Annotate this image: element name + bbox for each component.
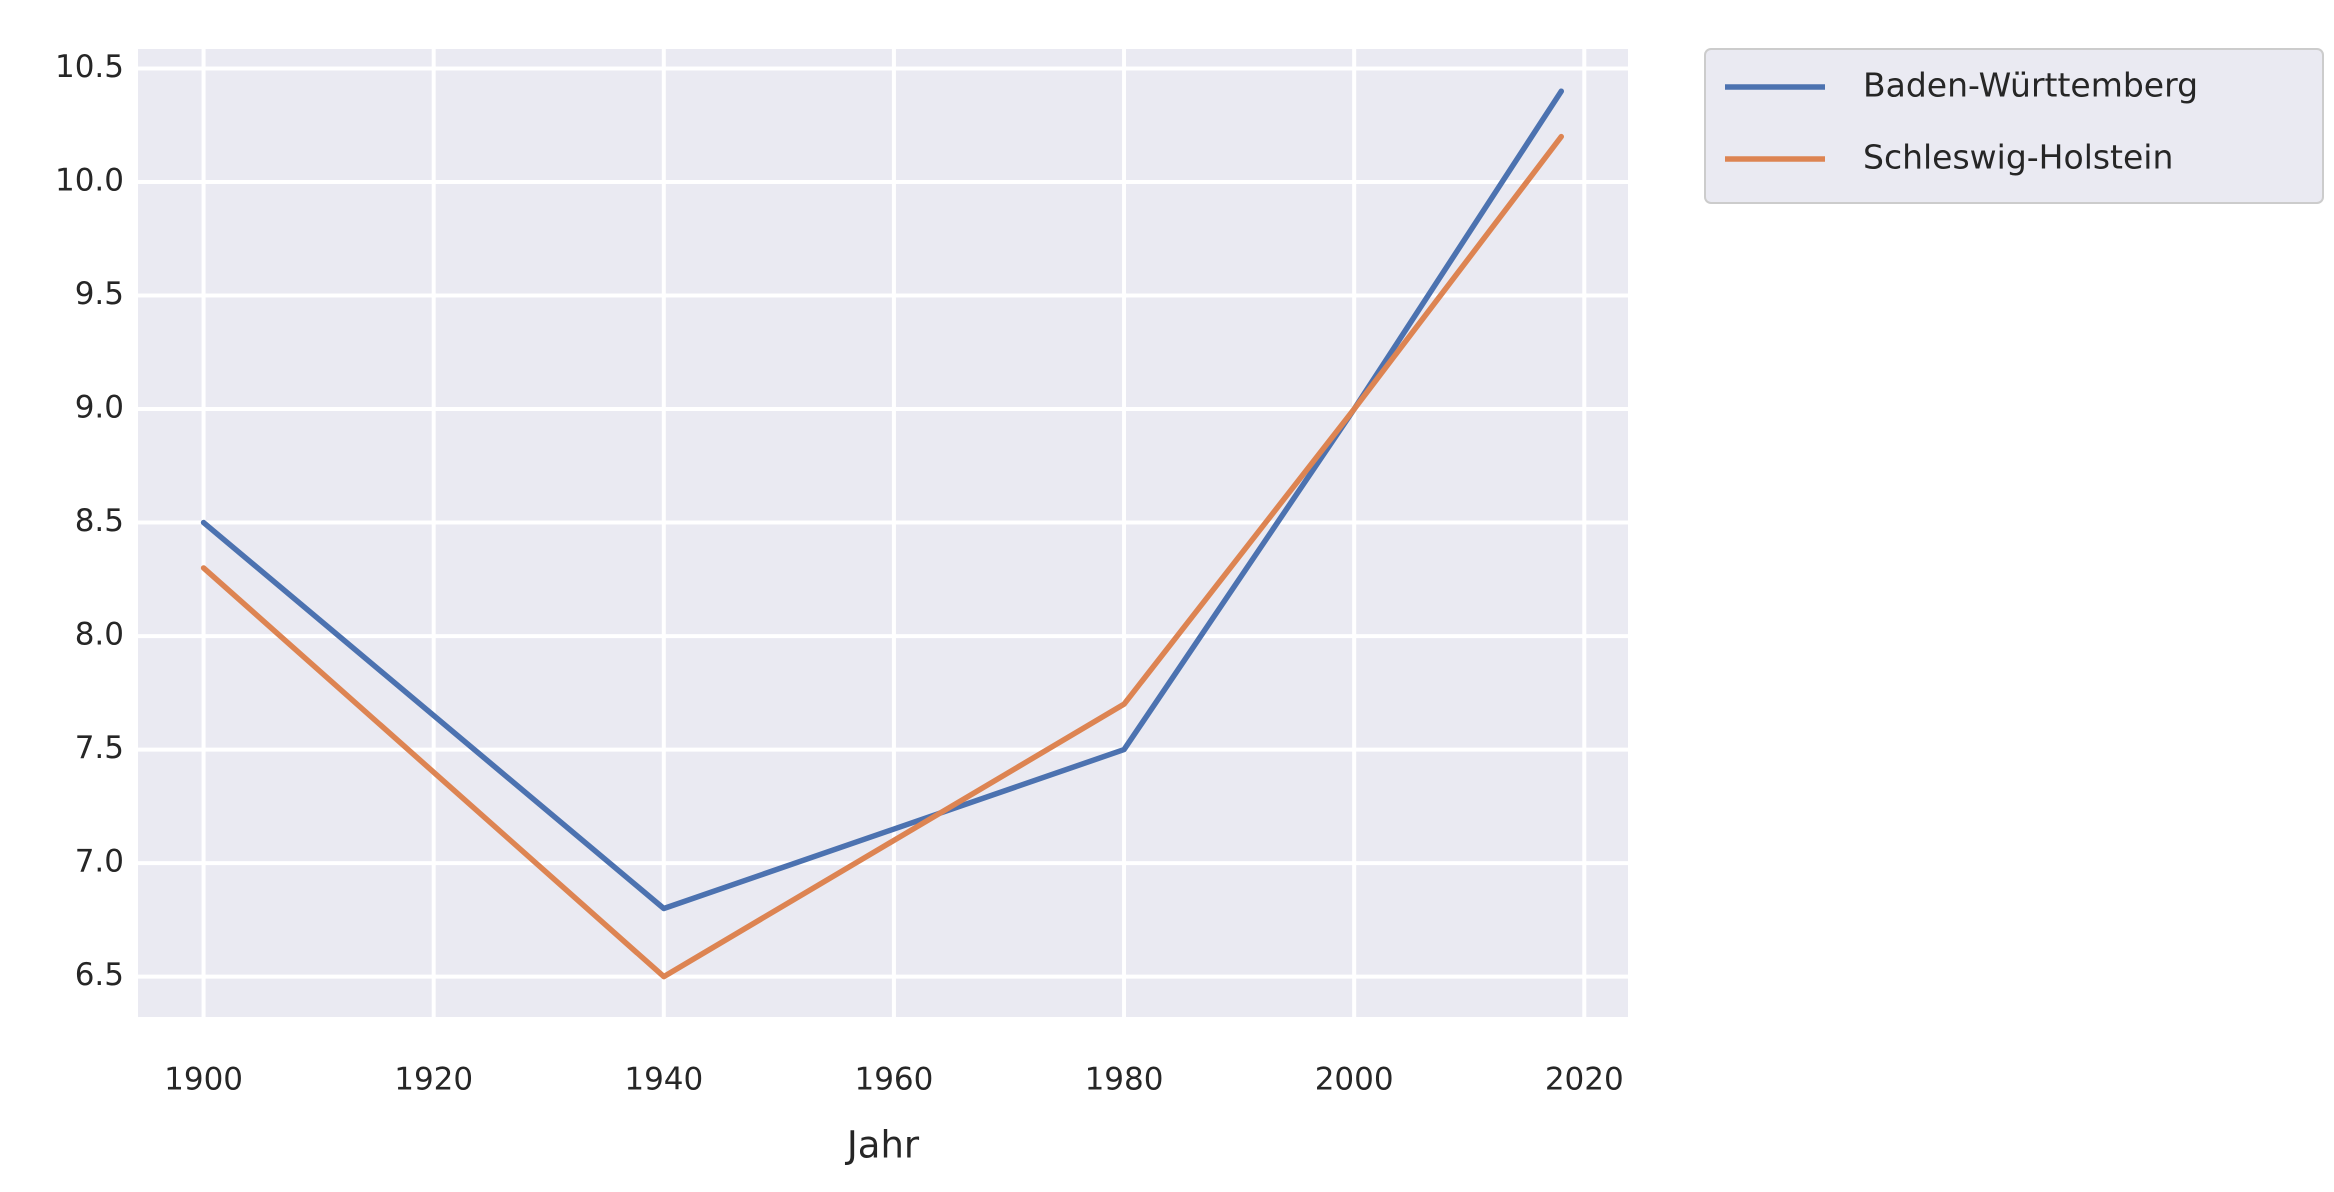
- x-tick-label: 1940: [624, 1062, 703, 1098]
- y-tick-label: 9.5: [75, 276, 124, 312]
- legend-label: Baden-Württemberg: [1863, 66, 2198, 105]
- y-tick-label: 8.5: [75, 503, 124, 539]
- y-tick-label: 9.0: [75, 390, 124, 426]
- x-tick-label: 1960: [854, 1062, 933, 1098]
- plot-area: [138, 49, 1628, 1017]
- y-tick-label: 7.0: [75, 844, 124, 880]
- x-tick-label: 2020: [1545, 1062, 1624, 1098]
- y-tick-label: 8.0: [75, 617, 124, 653]
- y-tick-label: 10.5: [55, 49, 124, 85]
- x-tick-label: 1900: [164, 1062, 243, 1098]
- x-tick-label: 1920: [394, 1062, 473, 1098]
- legend-label: Schleswig-Holstein: [1863, 138, 2173, 177]
- y-tick-label: 10.0: [55, 163, 124, 199]
- line-series: [200, 133, 1565, 980]
- x-tick-label: 2000: [1315, 1062, 1394, 1098]
- x-tick-label: 1980: [1085, 1062, 1164, 1098]
- y-tick-label: 7.5: [75, 730, 124, 766]
- x-axis-label: Jahr: [845, 1124, 920, 1167]
- line-series: [200, 88, 1565, 912]
- legend-box: [1704, 48, 2324, 204]
- y-tick-label: 6.5: [75, 957, 124, 993]
